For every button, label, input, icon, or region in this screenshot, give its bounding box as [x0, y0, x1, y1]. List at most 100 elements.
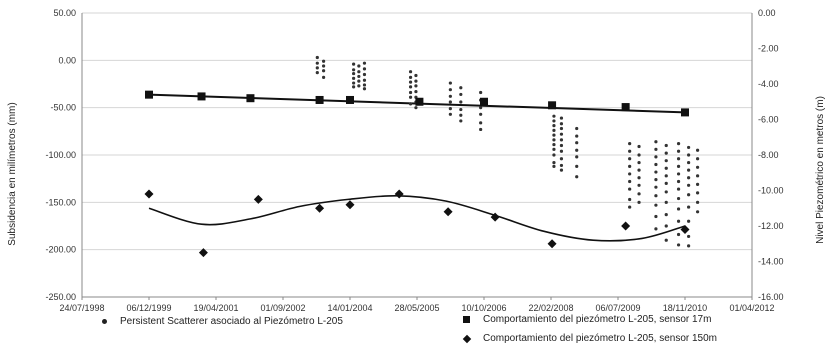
scatterer-point	[479, 112, 483, 116]
x-tick-label: 06/12/1999	[126, 303, 171, 313]
scatterer-point	[664, 151, 668, 155]
scatterer-point	[448, 100, 452, 104]
scatterer-point	[362, 61, 367, 65]
sensor-150m-point	[345, 200, 355, 210]
scatterer-point	[362, 83, 367, 87]
scatterer-point	[459, 119, 463, 123]
scatterer-point	[448, 88, 452, 92]
scatterer-point	[695, 174, 700, 178]
sensor-17m-point	[197, 92, 206, 101]
scatterer-point	[408, 102, 413, 106]
scatterer-point	[322, 64, 326, 68]
scatterer-point	[676, 179, 681, 184]
y-right-tick-label: -2.00	[758, 44, 779, 54]
y-right-tick-label: -10.00	[758, 186, 784, 196]
scatterer-point	[408, 90, 413, 95]
x-tick-label: 14/01/2004	[327, 303, 372, 313]
sensor-17m-point	[415, 97, 424, 106]
scatterer-point	[637, 153, 641, 157]
chart-axes	[81, 13, 753, 300]
scatterer-point	[654, 203, 658, 207]
scatterer-point	[362, 87, 367, 91]
y-right-tick-label: -4.00	[758, 79, 779, 89]
sensor-17m-point	[621, 103, 630, 112]
scatterer-point	[664, 166, 668, 170]
scatterer-point	[322, 69, 326, 73]
scatterer-point	[676, 187, 681, 191]
scatterer-point	[654, 162, 658, 167]
scatterer-point	[654, 214, 658, 219]
scatterer-point	[362, 72, 367, 77]
y-axis-right-ticks: 0.00 -2.00 -4.00 -6.00 -8.00 -10.00 -12.00 -14.…	[758, 8, 784, 302]
x-tick-label: 22/02/2008	[528, 303, 573, 313]
scatterer-point	[552, 128, 556, 132]
x-tick-label: 01/09/2002	[260, 303, 305, 313]
scatterer-point	[664, 190, 668, 194]
scatterer-point	[664, 159, 668, 163]
y-right-tick-label: -6.00	[758, 115, 779, 125]
scatterer-point	[575, 126, 579, 131]
scatterer-point	[575, 164, 579, 168]
scatterer-point	[654, 178, 658, 182]
scatterer-point	[315, 61, 319, 65]
scatterer-point	[408, 75, 413, 79]
scatterer-point	[357, 64, 361, 68]
scatterer-point	[459, 86, 463, 90]
scatterer-point	[637, 176, 641, 180]
sensor-150m-point	[490, 212, 500, 222]
scatterer-point	[637, 183, 641, 187]
y-left-tick-label: -50.00	[50, 103, 76, 113]
x-tick-label: 01/04/2012	[729, 303, 774, 313]
scatterer-point	[315, 71, 319, 75]
x-tick-label: 06/07/2009	[595, 303, 640, 313]
scatterer-point	[664, 174, 668, 178]
scatterer-point	[687, 160, 691, 165]
scatterer-point	[459, 113, 463, 117]
sensor-17m-point	[315, 95, 324, 104]
scatterer-point	[654, 170, 658, 174]
scatterer-point	[637, 192, 641, 196]
x-tick-label: 19/04/2001	[193, 303, 238, 313]
scatterer-point	[552, 153, 556, 157]
x-tick-label: 24/07/1998	[59, 303, 104, 313]
scatterer-point	[664, 238, 668, 242]
scatterer-point	[448, 112, 452, 116]
scatterer-point	[448, 81, 452, 85]
scatterer-point	[575, 148, 579, 152]
y-left-tick-label: 50.00	[53, 8, 76, 18]
scatterer-point	[687, 219, 691, 223]
scatterer-point	[414, 73, 418, 78]
scatterer-point	[559, 157, 564, 161]
sensor-150m-point	[680, 225, 690, 235]
scatterer-point	[637, 168, 641, 172]
scatterer-point	[654, 194, 658, 198]
scatterer-point	[687, 234, 691, 239]
x-tick-label: 28/05/2005	[394, 303, 439, 313]
scatterer-point	[552, 138, 556, 142]
y-axis-right-label: Nivel Piezométrico en metros (m)	[815, 96, 826, 244]
scatterer-point	[414, 106, 418, 110]
scatterer-point	[559, 149, 564, 153]
scatterer-point	[552, 124, 556, 128]
scatterer-point	[352, 76, 356, 80]
scatterer-point	[628, 172, 632, 176]
scatterer-point	[315, 55, 319, 60]
legend-square-marker	[463, 316, 470, 323]
scatterer-point	[559, 168, 564, 172]
scatterer-point	[664, 143, 668, 148]
scatterer-point	[687, 183, 691, 187]
scatterer-point	[664, 224, 668, 228]
scatterer-point	[695, 210, 700, 214]
trend-lines	[148, 93, 686, 242]
scatterer-point	[459, 92, 463, 97]
y-left-tick-label: -150.00	[45, 197, 76, 207]
scatterer-point	[559, 122, 564, 126]
scatterer-point	[552, 164, 556, 168]
scatterer-point	[357, 70, 361, 74]
y-right-tick-label: -14.00	[758, 257, 784, 267]
scatterer-point	[448, 94, 452, 98]
scatterer-point	[676, 142, 681, 146]
scatterer-point	[687, 176, 691, 180]
scatterer-point	[408, 70, 413, 74]
